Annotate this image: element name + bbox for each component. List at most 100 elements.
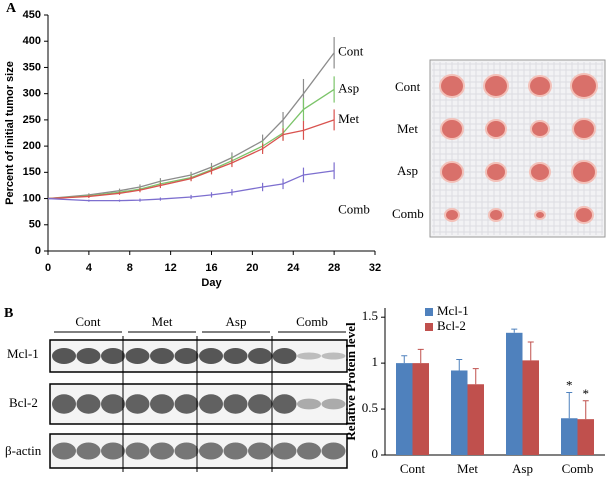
tumor [439,74,465,98]
y-tick-label: 400 [23,35,41,47]
blot-band [174,394,199,414]
x-tick-label: Comb [562,461,594,476]
bar [396,363,413,455]
series-line [47,88,335,200]
error-bar [527,341,534,361]
x-tick-label: 32 [369,262,381,274]
blot-band [223,394,248,414]
blot-group-label: Met [152,314,173,329]
blot-band [101,394,125,414]
blot-band [272,442,297,460]
x-tick-label: Met [457,461,478,476]
x-tick-label: 12 [165,262,177,274]
y-axis-label: Relative Protein level [343,322,358,441]
x-tick-label: 0 [45,262,51,274]
blot-band [297,352,321,360]
blot-band [248,394,272,414]
y-tick-label: 150 [23,166,41,178]
x-tick-label: 4 [86,262,93,274]
blot-band [101,347,125,365]
error-bar [566,392,573,419]
blot-band [174,442,199,460]
legend-label: Bcl-2 [437,318,466,333]
y-tick-label: 200 [23,140,41,152]
blot-band [150,442,174,460]
blot-band [125,442,150,460]
x-tick-label: 8 [127,262,133,274]
tumor [574,206,594,224]
x-tick-label: 16 [205,262,217,274]
blot-row-label: Mcl-1 [7,346,39,361]
series-line [47,170,335,202]
annotation: * [566,378,573,393]
blot-band [150,347,174,365]
legend-label: Mcl-1 [437,303,469,318]
tumor [571,160,597,184]
blot-band [248,442,272,460]
y-tick-label: 0 [372,446,379,461]
tumor [440,161,464,183]
tumor [485,119,507,139]
y-tick-label: 1 [372,354,379,369]
blot-band [248,347,272,365]
blot-band [321,398,346,410]
tumor [483,74,509,98]
bar [522,360,539,455]
blot-band [101,442,125,460]
x-axis-label: Day [201,277,222,289]
legend-swatch [425,308,433,316]
tumor [488,208,504,222]
blot-band [321,442,346,460]
y-tick-label: 100 [23,192,41,204]
error-bar [511,328,518,333]
x-tick-label: 28 [328,262,340,274]
series-line [47,52,335,200]
photo-row-label: Comb [392,206,424,221]
photo-row-label: Asp [397,163,418,178]
blot-band [52,442,76,460]
tumor [572,118,596,140]
tumor [444,208,460,222]
blot-band [125,347,150,365]
error-bar [582,400,589,420]
bar [451,370,468,455]
blot-band [223,442,248,460]
panel-label: A [6,1,17,16]
x-tick-label: Cont [400,461,426,476]
tumor [530,120,550,138]
blot-group-label: Comb [296,314,328,329]
error-bar [472,368,479,385]
series-label: Asp [338,80,359,95]
blot-band [125,394,150,414]
series-label: Comb [338,202,370,217]
tumor [528,75,552,97]
error-bar [401,355,408,364]
blot-band [76,442,101,460]
tumor [570,73,598,99]
panel-label: B [4,306,13,321]
photo-row-label: Met [397,121,418,136]
blot-band [76,347,101,365]
blot-band [272,394,297,414]
blot-band [321,352,346,360]
tumor [529,162,551,182]
blot-row-label: Bcl-2 [9,395,38,410]
series-line [47,119,335,200]
y-tick-label: 300 [23,88,41,100]
western-blot [49,331,348,472]
blot-group-label: Asp [226,314,247,329]
bar [577,419,594,455]
blot-band [199,442,223,460]
photo-row-label: Cont [395,79,421,94]
blot-band [76,394,101,414]
series-label: Cont [338,44,364,59]
blot-band [174,347,199,365]
blot-band [297,398,321,410]
y-tick-label: 0 [35,245,41,257]
y-tick-label: 50 [29,219,41,231]
x-tick-label: 24 [287,262,300,274]
blot-band [223,347,248,365]
tumor [440,118,464,140]
legend-swatch [425,323,433,331]
